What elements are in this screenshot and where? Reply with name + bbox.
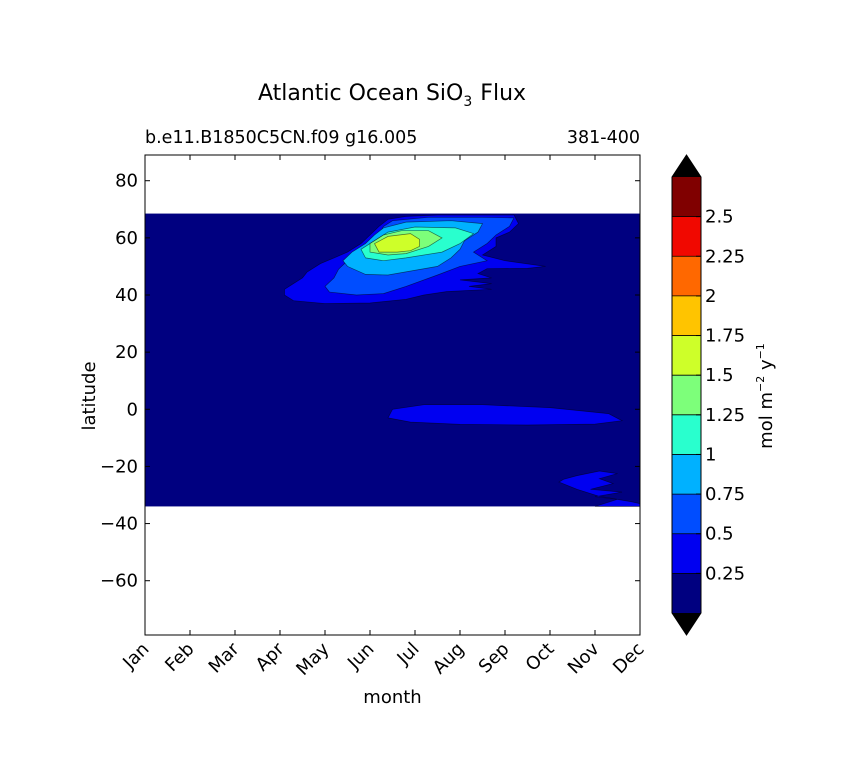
colorbar-tick-label: 1.75 bbox=[705, 326, 745, 347]
colorbar-tick-label: 0.5 bbox=[705, 524, 734, 545]
colorbar-outline bbox=[671, 154, 702, 636]
subtitle-right: 381-400 bbox=[567, 128, 640, 148]
x-tick-label: Apr bbox=[252, 638, 289, 675]
y-tick-label: 80 bbox=[115, 171, 138, 192]
colorbar-tick-label: 2 bbox=[705, 286, 716, 307]
x-tick-label: Mar bbox=[205, 638, 244, 677]
y-axis: 80 60 40 20 0 −20 −40 −60 bbox=[100, 171, 640, 592]
x-tick-label: Feb bbox=[161, 639, 198, 676]
x-axis-label: month bbox=[363, 687, 421, 708]
y-tick-label: 40 bbox=[115, 285, 138, 306]
colorbar-segment bbox=[672, 335, 701, 376]
contour-region bbox=[558, 470, 640, 507]
y-tick-label: 60 bbox=[115, 228, 138, 249]
y-tick-label: 20 bbox=[115, 342, 138, 363]
colorbar-tick-label: 0.25 bbox=[705, 563, 745, 584]
colorbar-segment bbox=[672, 414, 701, 455]
colorbar-tick-label: 0.75 bbox=[705, 484, 745, 505]
contour-region bbox=[387, 404, 624, 426]
colorbar-segment bbox=[672, 494, 701, 534]
contour-region bbox=[374, 233, 420, 253]
x-tick-label: Aug bbox=[429, 639, 469, 679]
colorbar-segment bbox=[672, 295, 701, 336]
y-axis-label: latitude bbox=[79, 361, 100, 430]
colorbar-segment bbox=[672, 216, 701, 257]
contour-layer bbox=[145, 213, 640, 507]
y-tick-label: −60 bbox=[100, 571, 138, 592]
x-tick-label: Dec bbox=[609, 639, 648, 678]
x-tick-label: Jun bbox=[343, 639, 378, 674]
subtitle-left: b.e11.B1850C5CN.f09 g16.005 bbox=[145, 128, 417, 148]
colorbar-tick-label: 1.25 bbox=[705, 405, 745, 426]
x-tick-label: Jan bbox=[118, 639, 153, 674]
y-tick-label: −40 bbox=[100, 514, 138, 535]
colorbar: 0.25 0.5 0.75 1 1.25 1.5 1.75 2 2.25 2.5 bbox=[671, 154, 745, 636]
y-tick-label: −20 bbox=[100, 456, 138, 477]
colorbar-tick-label: 2.25 bbox=[705, 246, 745, 267]
y-tick-label: 0 bbox=[127, 399, 138, 420]
chart-title: Atlantic Ocean SiO3 Flux bbox=[258, 81, 526, 110]
colorbar-segment bbox=[672, 375, 701, 415]
x-tick-label: Oct bbox=[522, 639, 559, 676]
colorbar-segment bbox=[672, 256, 701, 296]
colorbar-label: mol m−2 y−1 bbox=[754, 343, 777, 449]
x-tick-label: Nov bbox=[564, 638, 604, 678]
x-tick-label: May bbox=[292, 638, 333, 679]
x-tick-label: Sep bbox=[475, 639, 514, 678]
colorbar-segment bbox=[672, 177, 701, 217]
colorbar-tick-label: 1.5 bbox=[705, 365, 734, 386]
colorbar-segment bbox=[672, 533, 701, 574]
colorbar-segment bbox=[672, 454, 701, 495]
colorbar-segment bbox=[672, 573, 701, 613]
plot-frame bbox=[144, 154, 641, 636]
colorbar-tick-label: 2.5 bbox=[705, 207, 734, 228]
colorbar-extend-min bbox=[672, 613, 701, 635]
colorbar-extend-max bbox=[672, 155, 701, 177]
colorbar-tick-label: 1 bbox=[705, 444, 716, 465]
x-tick-label: Jul bbox=[393, 639, 424, 670]
